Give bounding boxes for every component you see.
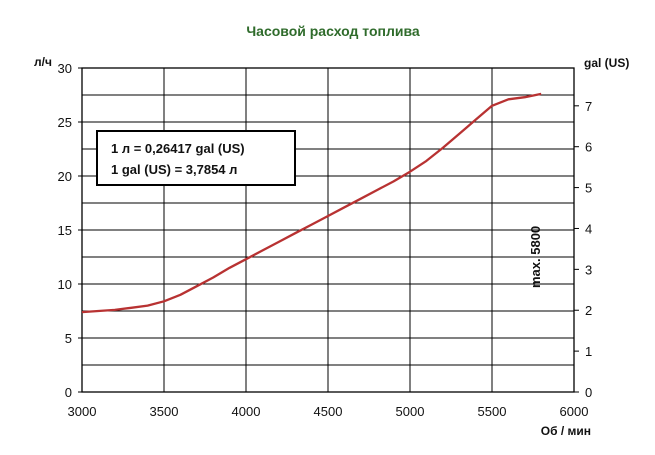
y-left-tick-labels: 0 5 10 15 20 25 30: [58, 61, 82, 400]
y-left-tick-label: 30: [58, 61, 72, 76]
y-right-axis-label: gal (US): [584, 56, 629, 70]
y-right-tick-label: 5: [585, 181, 592, 196]
y-right-tick-label: 6: [585, 140, 592, 155]
x-tick-label: 4000: [232, 404, 261, 419]
x-tick-label: 4500: [314, 404, 343, 419]
y-left-tick-label: 0: [65, 385, 72, 400]
x-tick-label: 3000: [68, 404, 97, 419]
chart-title: Часовой расход топлива: [246, 23, 420, 39]
x-tick-label: 6000: [560, 404, 589, 419]
y-right-tick-label: 1: [585, 344, 592, 359]
y-right-tick-label: 2: [585, 303, 592, 318]
conversion-note-box: 1 л = 0,26417 gal (US) 1 gal (US) = 3,78…: [96, 130, 296, 186]
conversion-note-frame: [96, 130, 296, 186]
y-left-tick-label: 10: [58, 277, 72, 292]
x-tick-label: 5000: [396, 404, 425, 419]
x-tick-labels: 3000 3500 4000 4500 5000 5500 6000: [68, 404, 589, 419]
y-left-tick-label: 25: [58, 115, 72, 130]
y-right-tick-label: 0: [585, 385, 592, 400]
y-left-tick-label: 5: [65, 331, 72, 346]
y-right-tick-label: 7: [585, 99, 592, 114]
y-left-axis-label: л/ч: [34, 55, 52, 69]
y-left-tick-label: 20: [58, 169, 72, 184]
conversion-note-line-1: 1 л = 0,26417 gal (US): [111, 141, 245, 156]
grid: [81, 68, 575, 392]
series-line: [81, 92, 542, 314]
y-left-tick-label: 15: [58, 223, 72, 238]
x-tick-label: 5500: [478, 404, 507, 419]
x-tick-label: 3500: [150, 404, 179, 419]
y-right-tick-label: 3: [585, 262, 592, 277]
conversion-note-line-2: 1 gal (US) = 3,7854 л: [111, 162, 237, 177]
y-right-tick-label: 4: [585, 221, 592, 236]
y-right-tick-labels: 0 1 2 3 4 5 6 7: [574, 99, 592, 400]
x-axis-label: Об / мин: [541, 424, 591, 438]
max-rpm-label: max. 5800: [528, 226, 543, 288]
